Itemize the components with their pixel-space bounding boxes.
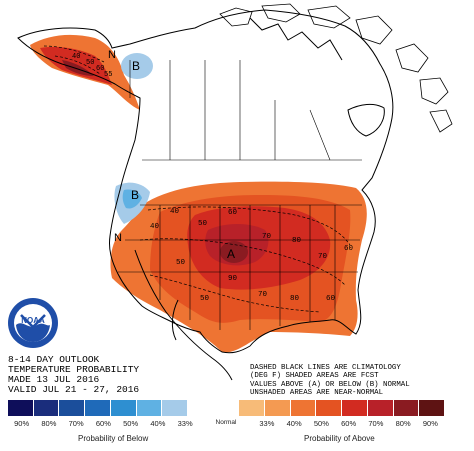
outlook-made-date: MADE 13 JUL 2016 [8,374,100,385]
legend-above-label: Probability of Above [304,434,375,443]
contour-label: 60 [326,295,336,303]
legend-swatch [136,400,163,416]
label-below-pacific: B [131,188,139,202]
outlook-valid-dates: VALID JUL 21 - 27, 2016 [8,384,140,395]
legend-percent-label: 80% [41,419,57,428]
legend-percent-label: 50% [123,419,139,428]
pacific-below-40-area [122,189,142,209]
alaska-contour-label: 60 [96,65,104,73]
legend-percent-label: 90% [422,419,438,428]
legend-swatch [162,400,188,416]
legend-swatch [265,400,291,416]
outlook-period: 8-14 DAY OUTLOOK [8,354,100,365]
legend-swatch [59,400,86,416]
legend-swatch [85,400,111,416]
legend-swatch [316,400,343,416]
legend-percent-label: 70% [68,419,84,428]
map-notes: DASHED BLACK LINES ARE CLIMATOLOGY (DEG … [250,364,410,397]
contour-label: 60 [344,245,354,253]
alaska-contour-label: 40 [72,53,80,61]
above-80-area [220,241,248,263]
legend-labels: 90% 80% 70% 60% 50% 40% 33% Normal 33% 40% 50% 60% 7… [8,419,444,428]
boundaries [118,60,362,330]
legend-swatch [367,400,394,416]
svg-text:NOAA: NOAA [21,316,45,325]
contour-label: 50 [176,259,186,267]
contour-label: 70 [318,253,328,261]
outlook-variable: TEMPERATURE PROBABILITY [8,364,140,375]
legend-swatch [419,400,444,416]
legend-swatch [33,400,60,416]
outlook-title-block: 8-14 DAY OUTLOOK TEMPERATURE PROBABILITY… [8,355,139,395]
legend-percent-label: 40% [286,419,302,428]
legend-swatch [213,400,240,416]
alaska-below-area [121,53,153,79]
alaska-contour-label: 50 [86,59,94,67]
label-normal-alaska: N [108,49,116,61]
arctic-islands [219,3,453,133]
climatology-lines [43,45,351,313]
contour-label: 60 [228,209,238,217]
legend-percent-label: 70% [368,419,384,428]
label-above: A [227,247,235,261]
legend-swatch [239,400,266,416]
legend-percent-label: 50% [313,419,329,428]
contour-label: 70 [262,233,272,241]
legend-swatch [393,400,420,416]
legend-percent-label: 80% [395,419,411,428]
legend-percent-label: 33% [259,419,275,428]
note-line: UNSHADED AREAS ARE NEAR-NORMAL [250,388,384,397]
legend-swatch [8,400,34,416]
note-line: (DEG F) SHADED AREAS ARE FCST [250,372,379,381]
legend-percent-label: 60% [341,419,357,428]
probability-legend [8,400,444,416]
note-line: DASHED BLACK LINES ARE CLIMATOLOGY [250,364,401,372]
contour-label: 70 [258,291,268,299]
legend-swatch [290,400,317,416]
contour-label: 50 [198,220,208,228]
legend-swatch [342,400,368,416]
legend-percent-label: 90% [14,419,30,428]
noaa-logo: NOAA [8,298,58,348]
contour-label: 80 [292,237,302,245]
contour-label: 40 [150,223,160,231]
coastlines [17,9,394,381]
legend-percent-label: 33% [177,419,193,428]
legend-swatch [110,400,137,416]
label-normal-pacific: N [114,232,122,244]
contour-label: 80 [290,295,300,303]
legend-swatch [187,400,214,416]
legend-percent-label: 40% [150,419,166,428]
contour-label: 50 [200,295,210,303]
contour-label: 40 [170,208,180,216]
note-line: VALUES ABOVE (A) OR BELOW (B) NORMAL [250,380,410,389]
label-below-alaska: B [132,59,140,73]
contour-label: 90 [228,275,238,283]
legend-below-label: Probability of Below [78,434,149,443]
legend-percent-label: 60% [95,419,111,428]
alaska-contour-label: 55 [104,71,112,79]
legend-normal-label: Normal [215,419,237,426]
